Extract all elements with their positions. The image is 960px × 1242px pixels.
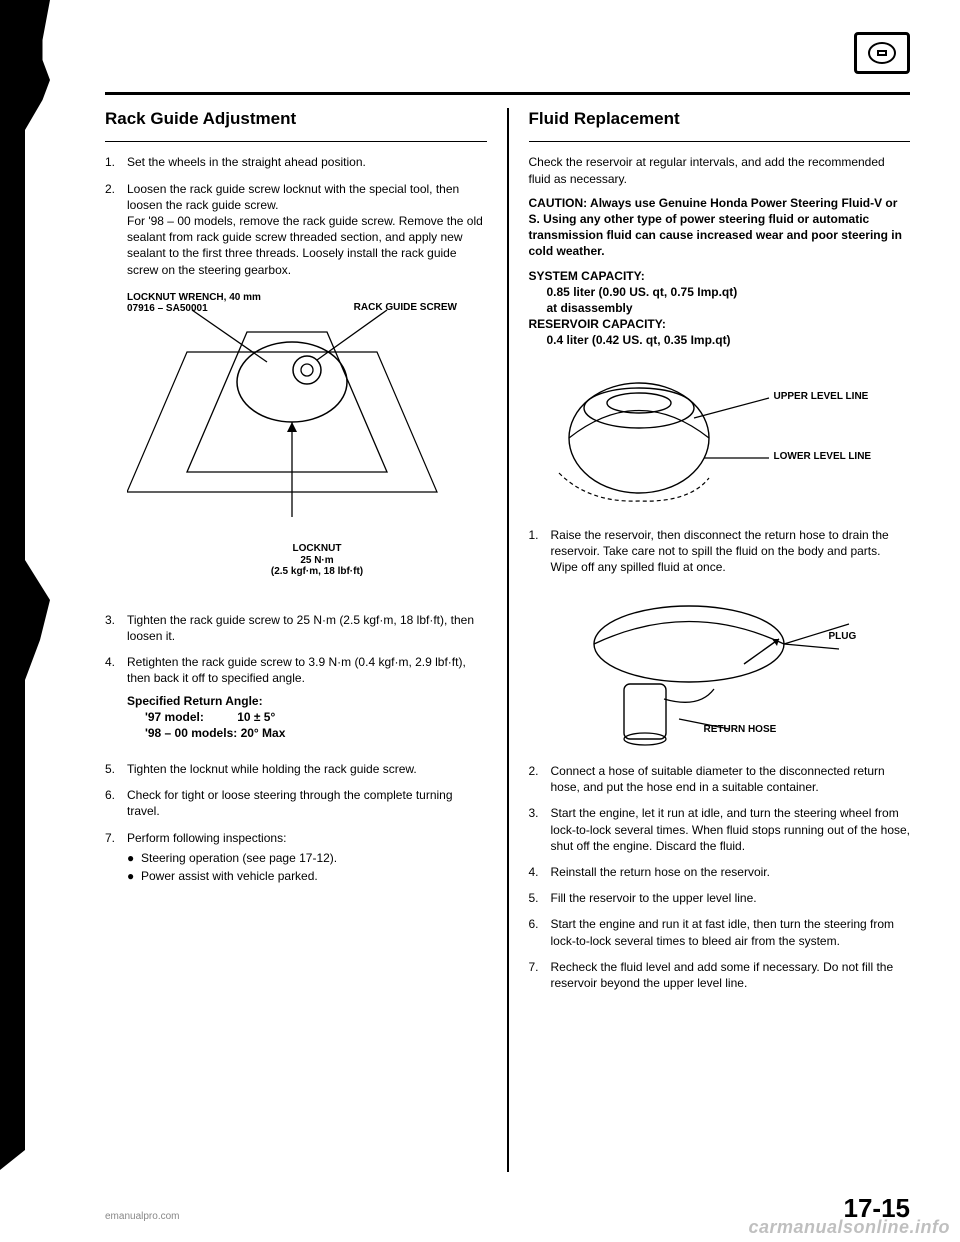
left-steps-cont: 3. Tighten the rack guide screw to 25 N·… [105,612,487,886]
step-text: Loosen the rack guide screw locknut with… [127,181,487,278]
right-section-rule [529,141,911,143]
step-number: 5. [105,761,127,777]
step-number: 1. [529,527,551,576]
right-steps-cont: 2. Connect a hose of suitable diameter t… [529,763,911,991]
step-number: 4. [105,654,127,751]
syscap-line2: at disassembly [529,300,911,316]
syscap-title: SYSTEM CAPACITY: [529,268,911,284]
step-text: Check for tight or loose steering throug… [127,787,487,819]
right-column: Fluid Replacement Check the reservoir at… [529,108,911,1172]
step-number: 6. [105,787,127,819]
step-text: Recheck the fluid level and add some if … [551,959,911,991]
left-steps: 1. Set the wheels in the straight ahead … [105,154,487,277]
reservoir-upper-label: UPPER LEVEL LINE [774,391,869,403]
step-text: Raise the reservoir, then disconnect the… [551,527,911,576]
step-text: Set the wheels in the straight ahead pos… [127,154,487,170]
step-text: Fill the reservoir to the upper level li… [551,890,911,906]
step-number: 5. [529,890,551,906]
step-number: 7. [529,959,551,991]
step-text: Retighten the rack guide screw to 3.9 N·… [127,654,487,751]
drain-diagram: PLUG RETURN HOSE [529,589,911,749]
step-number: 6. [529,916,551,948]
left-section-title: Rack Guide Adjustment [105,108,487,131]
step-number: 3. [105,612,127,644]
rack-guide-svg [127,292,457,532]
content-columns: Rack Guide Adjustment 1. Set the wheels … [105,108,910,1172]
step-number: 1. [105,154,127,170]
reservoir-diagram: UPPER LEVEL LINE LOWER LEVEL LINE [529,363,911,513]
right-steps: 1. Raise the reservoir, then disconnect … [529,527,911,576]
step-text: Connect a hose of suitable diameter to t… [551,763,911,795]
bullet-icon: ● [127,850,141,866]
owners-manual-icon [854,32,910,74]
step-4-text: Retighten the rack guide screw to 3.9 N·… [127,655,466,685]
reservoir-svg [529,363,889,513]
step-number: 2. [529,763,551,795]
bullet-icon: ● [127,868,141,884]
step-number: 7. [105,830,127,887]
syscap-line1: 0.85 liter (0.90 US. qt, 0.75 Imp.qt) [529,284,911,300]
sub-bullet-text: Power assist with vehicle parked. [141,868,318,884]
diagram-label-locknut: LOCKNUT25 N·m(2.5 kgf·m, 18 lbf·ft) [247,543,387,578]
step-text: Start the engine and run it at fast idle… [551,916,911,948]
diagram-label-screw: RACK GUIDE SCREW [354,302,457,314]
drain-plug-label: PLUG [829,631,857,643]
diagram-label-wrench: LOCKNUT WRENCH, 40 mm07916 – SA50001 [127,292,287,315]
spec-line-2: '98 – 00 models: 20° Max [127,725,487,741]
left-column: Rack Guide Adjustment 1. Set the wheels … [105,108,487,1172]
watermark: carmanualsonline.info [748,1217,950,1238]
spec-title: Specified Return Angle: [127,693,487,709]
drain-return-hose-label: RETURN HOSE [704,724,777,736]
column-divider [507,108,509,1172]
rescap-title: RESERVOIR CAPACITY: [529,316,911,332]
page: Rack Guide Adjustment 1. Set the wheels … [60,0,950,1242]
step-text: Reinstall the return hose on the reservo… [551,864,911,880]
reservoir-lower-label: LOWER LEVEL LINE [774,451,872,463]
right-section-title: Fluid Replacement [529,108,911,131]
top-rule [105,92,910,95]
footer-source: emanualpro.com [105,1211,179,1222]
left-section-rule [105,141,487,143]
sub-bullet-text: Steering operation (see page 17-12). [141,850,337,866]
caution-text: CAUTION: Always use Genuine Honda Power … [529,195,911,260]
step-text: Perform following inspections: ●Steering… [127,830,487,887]
rack-guide-diagram: LOCKNUT WRENCH, 40 mm07916 – SA50001 RAC… [127,292,487,572]
rescap-line1: 0.4 liter (0.42 US. qt, 0.35 Imp.qt) [529,332,911,348]
step-number: 2. [105,181,127,278]
intro-text: Check the reservoir at regular intervals… [529,154,911,186]
spec-line-1: '97 model: 10 ± 5° [127,709,487,725]
step-7-text: Perform following inspections: [127,831,286,845]
step-number: 4. [529,864,551,880]
step-text: Start the engine, let it run at idle, an… [551,805,911,854]
binder-edge [0,0,50,1242]
step-text: Tighten the rack guide screw to 25 N·m (… [127,612,487,644]
step-number: 3. [529,805,551,854]
step-text: Tighten the locknut while holding the ra… [127,761,487,777]
